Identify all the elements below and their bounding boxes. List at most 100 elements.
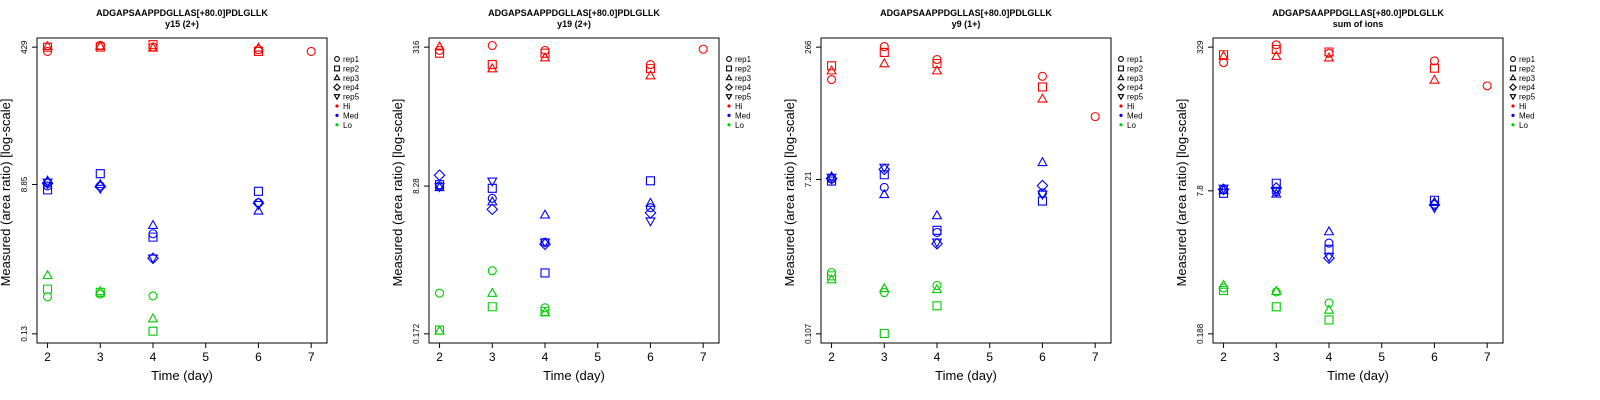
chart-title: ADGAPSAAPPDGLLAS[+80.0]PDLGLLK (96, 8, 268, 18)
chart-title: ADGAPSAAPPDGLLAS[+80.0]PDLGLLK (880, 8, 1052, 18)
data-point-med-rep5 (878, 163, 890, 174)
x-tick-label: 5 (986, 350, 993, 364)
data-point-med-rep3 (1270, 188, 1282, 198)
data-point-hi-rep1 (1482, 81, 1492, 91)
x-tick-label: 5 (594, 350, 601, 364)
data-point-med-rep1 (645, 203, 656, 213)
y-tick-label: 8.28 (412, 178, 421, 194)
legend-label: rep5 (343, 93, 360, 102)
data-point-hi-rep2 (1271, 44, 1281, 54)
data-point-med-rep5 (1037, 190, 1048, 201)
data-point-hi-rep3 (434, 40, 445, 51)
legend-symbol-rep2 (1510, 65, 1516, 72)
x-tick-label: 3 (489, 350, 496, 364)
y-axis-label: Measured (area ratio) [log-scale] (390, 99, 405, 287)
data-point-hi-rep2 (540, 48, 550, 58)
data-point-hi-rep3 (1270, 50, 1282, 60)
data-point-hi-rep2 (1037, 82, 1047, 92)
legend-symbol-rep5 (1117, 94, 1125, 101)
data-point-lo-rep2 (879, 328, 889, 339)
legend-label: Hi (735, 102, 743, 111)
data-point-lo-rep1 (42, 292, 53, 302)
legend-label: Med (1519, 111, 1535, 120)
data-point-hi-rep2 (826, 61, 837, 71)
data-point-med-rep1 (932, 227, 942, 237)
data-point-lo-rep2 (932, 301, 942, 311)
x-tick-label: 3 (1273, 350, 1280, 364)
legend-label: rep3 (735, 74, 752, 83)
x-tick-label: 7 (1484, 350, 1491, 364)
data-point-hi-rep2 (253, 46, 264, 56)
legend-swatch-med (335, 113, 339, 117)
data-point-lo-rep3 (147, 312, 159, 323)
data-point-med-rep4 (1428, 198, 1441, 211)
legend-label: rep4 (343, 83, 360, 92)
data-point-lo-rep2 (1219, 286, 1229, 296)
x-tick-label: 7 (1092, 350, 1099, 364)
data-point-med-rep3 (539, 209, 551, 219)
legend-label: rep3 (343, 74, 360, 83)
legend-symbol-rep2 (334, 65, 340, 72)
data-point-med-rep4 (878, 163, 891, 176)
data-point-med-rep1 (1324, 238, 1334, 248)
data-point-med-rep5 (486, 177, 498, 187)
data-point-lo-rep3 (434, 325, 445, 335)
y-tick-label: 7.21 (804, 171, 813, 187)
y-axis-label: Measured (area ratio) [log-scale] (0, 99, 13, 287)
legend-swatch-lo (1511, 123, 1515, 127)
legend-label: Lo (343, 121, 352, 130)
data-point-lo-rep1 (932, 280, 942, 291)
legend-symbol-rep4 (1509, 83, 1517, 92)
x-tick-label: 6 (1039, 350, 1046, 364)
data-point-med-rep5 (42, 178, 53, 189)
legend-symbol-rep4 (1117, 83, 1125, 92)
data-point-med-rep5 (826, 173, 837, 184)
legend-swatch-lo (1119, 123, 1123, 127)
x-tick-label: 7 (308, 350, 315, 364)
chart-subtitle: y9 (1+) (952, 19, 981, 29)
legend-label: Hi (1127, 102, 1135, 111)
data-point-lo-rep3 (1270, 285, 1282, 296)
x-axis-label: Time (day) (151, 368, 213, 383)
plot-frame (428, 37, 720, 344)
plot-frame (36, 37, 328, 344)
x-tick-label: 2 (44, 350, 51, 364)
legend-symbol-rep4 (725, 83, 733, 92)
legend-swatch-hi (1511, 104, 1515, 108)
data-point-hi-rep2 (932, 59, 942, 69)
data-point-med-rep2 (148, 232, 158, 242)
data-point-hi-rep1 (698, 44, 708, 54)
data-point-med-rep2 (932, 225, 942, 235)
legend-symbol-rep2 (1118, 65, 1124, 72)
legend-label: rep2 (343, 64, 360, 73)
x-tick-label: 4 (934, 350, 941, 364)
legend-symbol-rep1 (726, 56, 732, 62)
data-point-med-rep5 (1323, 253, 1335, 263)
data-point-lo-rep3 (94, 285, 106, 296)
y-tick-label: 0.188 (1196, 323, 1205, 344)
data-point-lo-rep3 (826, 273, 837, 284)
data-point-hi-rep3 (1037, 93, 1048, 103)
legend-symbol-rep3 (1117, 73, 1125, 81)
data-point-hi-rep3 (1218, 50, 1229, 60)
data-points (433, 40, 708, 335)
data-point-lo-rep2 (42, 284, 53, 294)
y-axis-label: Measured (area ratio) [log-scale] (1174, 99, 1189, 287)
x-tick-label: 5 (202, 350, 209, 364)
x-tick-label: 2 (1220, 350, 1227, 364)
data-point-med-rep5 (645, 217, 656, 227)
plot-frame (1212, 37, 1504, 344)
data-points (41, 40, 316, 336)
data-point-med-rep4 (1270, 181, 1283, 194)
legend-label: rep4 (735, 83, 752, 92)
data-point-lo-rep3 (42, 269, 53, 280)
data-point-med-rep4 (931, 237, 943, 250)
data-point-lo-rep1 (1271, 287, 1281, 297)
legend-label: Lo (1519, 121, 1528, 130)
